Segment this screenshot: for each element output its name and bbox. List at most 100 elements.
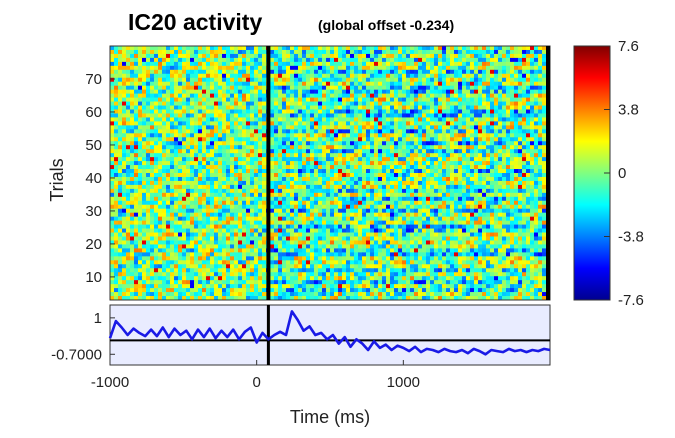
heatmap-cell [506,141,511,146]
heatmap-cell [530,105,535,110]
heatmap-cell [282,46,287,51]
heatmap-cell [450,125,455,130]
heatmap-cell [258,53,263,59]
heatmap-cell [206,77,211,83]
heatmap-cell [446,117,451,122]
heatmap-cell [306,46,311,51]
heatmap-cell [350,93,355,98]
heatmap-cell [134,141,139,146]
heatmap-cell [246,49,251,55]
heatmap-cell [406,220,411,225]
heatmap-cell [482,149,487,154]
heatmap-cell [506,129,511,134]
heatmap-cell [286,125,291,130]
heatmap-cell [518,97,523,102]
heatmap-cell [298,192,303,198]
heatmap-cell [390,192,395,198]
heatmap-cell [526,77,531,83]
heatmap-cell [414,200,419,206]
heatmap-cell [326,97,331,102]
heatmap-cell [238,212,243,218]
heatmap-cell [318,153,323,158]
heatmap-cell [470,133,475,138]
heatmap-cell [146,169,151,174]
heatmap-cell [122,216,127,222]
heatmap-cell [154,180,159,186]
heatmap-cell [142,93,147,98]
heatmap-cell [410,65,415,71]
heatmap-cell [490,125,495,130]
heatmap-cell [158,165,163,170]
heatmap-cell [526,93,531,98]
heatmap-cell [450,220,455,225]
heatmap-cell [210,85,215,91]
heatmap-cell [218,165,223,170]
heatmap-cell [246,224,251,229]
heatmap-cell [246,129,251,134]
heatmap-cell [330,141,335,146]
heatmap-cell [254,73,259,79]
heatmap-cell [378,141,383,146]
heatmap-cell [158,169,163,174]
heatmap-cell [222,65,227,71]
heatmap-cell [438,89,443,95]
heatmap-cell [250,157,255,162]
heatmap-cell [414,113,419,118]
heatmap-cell [338,93,343,98]
heatmap-cell [474,89,479,95]
heatmap-cell [398,77,403,83]
heatmap-cell [206,149,211,154]
heatmap-cell [398,153,403,158]
heatmap-cell [542,216,547,222]
heatmap-cell [166,133,171,138]
heatmap-cell [518,53,523,59]
heatmap-cell [318,125,323,130]
heatmap-cell [318,57,323,63]
heatmap-cell [158,137,163,142]
heatmap-cell [226,180,231,186]
heatmap-cell [238,220,243,225]
heatmap-cell [226,196,231,202]
heatmap-cell [234,200,239,206]
heatmap-cell [270,169,275,174]
heatmap-cell [434,117,439,122]
heatmap-cell [186,81,191,87]
heatmap-cell [450,200,455,206]
heatmap-cell [534,196,539,202]
heatmap-cell [190,137,195,142]
heatmap-cell [342,129,347,134]
heatmap-cell [262,85,267,91]
heatmap-cell [482,89,487,95]
heatmap-cell [342,200,347,206]
heatmap-cell [458,101,463,106]
heatmap-cell [378,216,383,222]
heatmap-cell [390,180,395,186]
heatmap-cell [206,109,211,114]
heatmap-cell [354,176,359,182]
heatmap-cell [134,220,139,225]
heatmap-cell [354,204,359,210]
heatmap-cell [390,129,395,134]
heatmap-cell [402,109,407,114]
heatmap-cell [394,57,399,63]
heatmap-cell [170,65,175,71]
heatmap-cell [210,65,215,71]
heatmap-cell [202,73,207,79]
heatmap-cell [318,49,323,55]
heatmap-cell [466,184,471,190]
heatmap-cell [310,133,315,138]
heatmap-cell [242,165,247,170]
heatmap-cell [294,77,299,83]
heatmap-cell [126,137,131,142]
heatmap-cell [218,105,223,110]
heatmap-cell [314,184,319,190]
heatmap-cell [242,145,247,150]
heatmap-cell [374,85,379,91]
heatmap-cell [334,133,339,138]
heatmap-cell [530,149,535,154]
heatmap-cell [306,129,311,134]
heatmap-cell [498,137,503,142]
heatmap-cell [230,93,235,98]
heatmap-cell [114,65,119,71]
heatmap-cell [538,129,543,134]
